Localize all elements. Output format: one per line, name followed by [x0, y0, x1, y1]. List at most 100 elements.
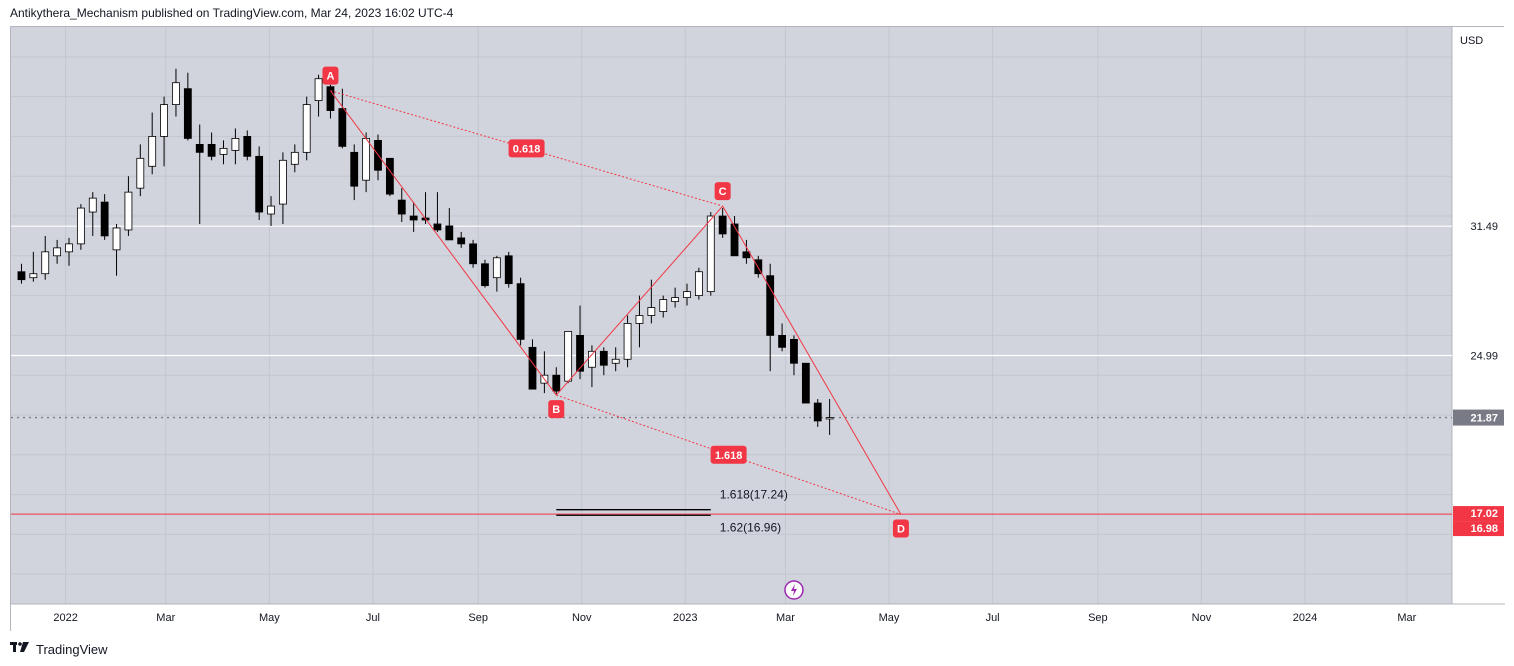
candle-body	[76, 207, 85, 245]
lightning-bolt-shape	[790, 584, 797, 596]
candle-body	[813, 402, 822, 422]
pattern-leg-bc	[555, 205, 724, 396]
x-tick-label: May	[259, 612, 280, 624]
footer: TradingView	[10, 640, 108, 658]
candle-body	[409, 215, 418, 221]
pattern-ratio-badge	[508, 139, 545, 158]
horizontal-level-label: 24.99	[1470, 350, 1498, 362]
x-tick-label: Mar	[776, 612, 795, 624]
x-tick-label: Jul	[986, 612, 1000, 624]
x-tick-label: Mar	[1397, 612, 1416, 624]
candle-body	[801, 362, 810, 404]
x-tick-label: Jul	[366, 612, 380, 624]
horizontal-level-badge	[1453, 218, 1504, 235]
pattern-ratio-line-bd	[556, 394, 902, 515]
pattern-point-badge	[714, 182, 731, 201]
candle-body	[683, 291, 691, 298]
horizontal-level-label: 31.49	[1470, 221, 1498, 233]
plot-background	[11, 27, 1452, 604]
candle-body	[148, 136, 157, 167]
pattern-point-label: A	[326, 71, 334, 83]
candle-body	[314, 78, 323, 102]
candle-body	[279, 159, 287, 205]
target-badge-label: 16.98	[1470, 523, 1498, 535]
chart-frame[interactable]: 2022 Mar May Jul Sep Nov 2023 Mar May Jul Sep Nov 20…	[10, 26, 1505, 632]
pattern-ratio-label: 0.618	[513, 143, 541, 155]
candle-body	[825, 417, 834, 420]
candle-body	[766, 275, 775, 336]
tradingview-logo-icon	[10, 641, 30, 657]
candle-body	[397, 199, 406, 215]
candle-body	[433, 223, 442, 231]
pattern-leg-cd	[722, 205, 902, 515]
candle-body	[492, 257, 501, 279]
time-axis	[11, 604, 1505, 632]
candle-body	[647, 307, 656, 316]
pattern-ratio-label: 1.618	[715, 450, 743, 462]
candle-body	[671, 297, 680, 302]
candle-body	[718, 215, 727, 235]
candle-body	[41, 251, 50, 275]
pattern-point-badge	[322, 66, 339, 85]
candle-body	[694, 271, 703, 297]
candle-body	[611, 358, 620, 364]
candle-body	[100, 201, 109, 237]
candle-body	[267, 205, 275, 215]
candle-body	[599, 350, 608, 366]
candle-body	[160, 104, 168, 137]
last-price-label: 21.87	[1470, 413, 1498, 425]
price-chart[interactable]: 2022 Mar May Jul Sep Nov 2023 Mar May Jul Sep Nov 20…	[11, 27, 1505, 632]
candle-body	[302, 104, 311, 153]
publisher-header: Antikythera_Mechanism published on Tradi…	[10, 6, 454, 20]
candle-body	[445, 225, 454, 241]
target-badge	[1453, 521, 1504, 537]
x-tick-label: Nov	[1192, 612, 1212, 624]
candle-body	[243, 136, 252, 157]
candle-body	[53, 247, 62, 257]
x-tick-label: 2024	[1293, 612, 1317, 624]
candle-body	[183, 88, 192, 139]
candle-body	[457, 237, 466, 245]
candle-body	[576, 334, 584, 372]
x-tick-label: Nov	[572, 612, 592, 624]
pattern-point-badge	[892, 519, 909, 538]
candle-body	[623, 323, 632, 360]
candle-body	[504, 255, 513, 285]
candle-body	[88, 197, 97, 213]
candle-body	[290, 151, 299, 165]
fib-level-label: 1.618(17.24)	[720, 488, 788, 502]
candle-body	[564, 331, 573, 382]
x-tick-label: Mar	[156, 612, 175, 624]
tradingview-brand: TradingView	[36, 641, 108, 657]
x-tick-label: 2022	[53, 612, 77, 624]
candle-body	[112, 227, 121, 251]
candle-body	[362, 138, 371, 181]
candle-body	[481, 263, 489, 287]
candle-body	[172, 82, 180, 105]
candle-body	[124, 191, 133, 231]
candle-body	[742, 251, 751, 259]
fib-level-label: 1.62(16.96)	[720, 520, 781, 534]
candle-body	[65, 243, 73, 253]
candle-body	[350, 151, 359, 187]
candle-body	[207, 143, 216, 157]
candle-body	[469, 243, 477, 265]
candle-body	[326, 86, 335, 111]
x-tick-label: Sep	[468, 612, 488, 624]
candle-body	[552, 374, 561, 392]
x-tick-label: 2023	[673, 612, 697, 624]
x-tick-label: May	[879, 612, 900, 624]
target-badge	[1453, 506, 1504, 522]
x-tick-label: Sep	[1088, 612, 1108, 624]
candle-body	[255, 155, 264, 213]
pattern-point-label: B	[552, 404, 560, 416]
candle-body	[635, 315, 644, 324]
pattern-leg-ab	[330, 90, 557, 396]
candle-body	[528, 346, 537, 390]
horizontal-level-badge	[1453, 347, 1504, 364]
candle-body	[778, 334, 786, 348]
candle-body	[17, 271, 26, 281]
candle-body	[588, 350, 596, 368]
candle-body	[29, 273, 38, 279]
pattern-ratio-badge	[710, 445, 747, 464]
